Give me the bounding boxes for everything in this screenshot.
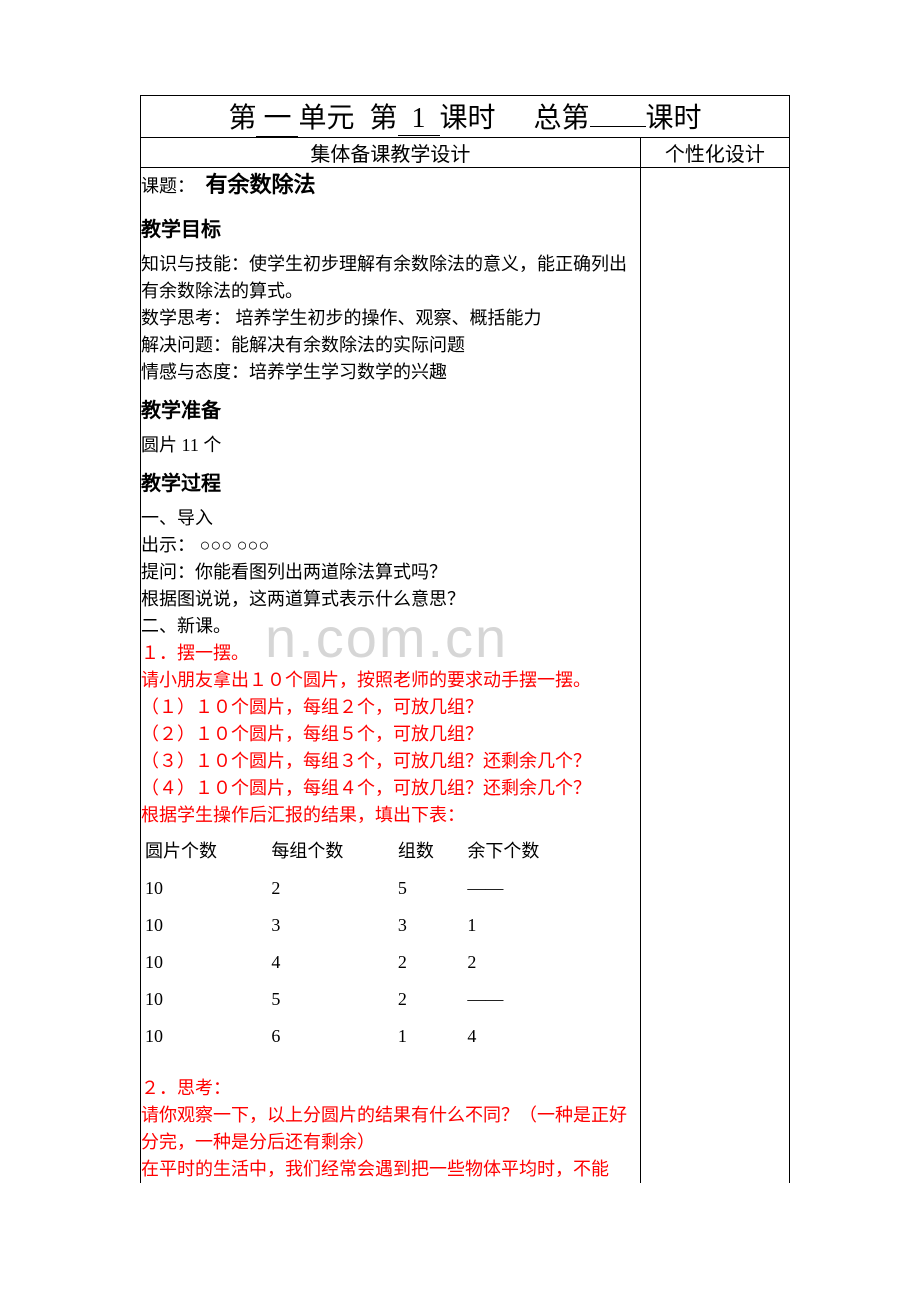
results-table: 圆片个数 每组个数 组数 余下个数 10 2 5 —— 10 3 3 1 — [141, 833, 590, 1055]
cell: 4 — [463, 1018, 589, 1055]
cell: 6 — [267, 1018, 393, 1055]
prep-title: 教学准备 — [141, 396, 640, 426]
cell: 2 — [463, 944, 589, 981]
th3: 组数 — [394, 833, 464, 870]
table-row: 10 2 5 —— — [141, 870, 590, 907]
cell: 10 — [141, 870, 267, 907]
goals-title: 教学目标 — [141, 215, 640, 245]
r6: （４）１０个圆片，每组４个，可放几组？还剩余几个？ — [141, 775, 640, 802]
header-left: 集体备课教学设计 — [141, 138, 641, 168]
lesson-plan-table: 第一单元 第1课时 总第课时 集体备课教学设计 个性化设计 课题： 有余数除法 … — [140, 95, 790, 1183]
sec2: 二、新课。 — [141, 613, 640, 640]
header-right: 个性化设计 — [640, 138, 789, 168]
main-content: 课题： 有余数除法 教学目标 知识与技能：使学生初步理解有余数除法的意义，能正确… — [141, 168, 641, 1184]
r5: （３）１０个圆片，每组３个，可放几组？还剩余几个？ — [141, 748, 640, 775]
cell: 2 — [394, 944, 464, 981]
cell: 1 — [394, 1018, 464, 1055]
cell: 5 — [267, 981, 393, 1018]
r2: 请小朋友拿出１０个圆片，按照老师的要求动手摆一摆。 — [141, 667, 640, 694]
cell: 2 — [267, 870, 393, 907]
th2: 每组个数 — [267, 833, 393, 870]
cell: —— — [463, 981, 589, 1018]
table-row: 10 4 2 2 — [141, 944, 590, 981]
r4: （２）１０个圆片，每组５个，可放几组？ — [141, 721, 640, 748]
r1: １．摆一摆。 — [141, 640, 640, 667]
cell: 3 — [394, 907, 464, 944]
intro3: 提问：你能看图列出两道除法算式吗？ — [141, 559, 640, 586]
t-p4: 课时 — [440, 103, 496, 134]
cell: 10 — [141, 944, 267, 981]
cell: —— — [463, 870, 589, 907]
personal-design-cell — [640, 168, 789, 1184]
intro4: 根据图说说，这两道算式表示什么意思？ — [141, 586, 640, 613]
process-title: 教学过程 — [141, 469, 640, 499]
intro2: 出示： ○○○ ○○○ — [141, 532, 640, 559]
t-p6: 课时 — [646, 103, 702, 134]
r3: （１）１０个圆片，每组２个，可放几组？ — [141, 694, 640, 721]
goals-l1: 知识与技能：使学生初步理解有余数除法的意义，能正确列出有余数除法的算式。 — [141, 251, 640, 305]
table-row: 10 5 2 —— — [141, 981, 590, 1018]
t-p1: 第 — [228, 103, 256, 134]
t-p2: 单元 — [298, 103, 354, 134]
table-header-row: 圆片个数 每组个数 组数 余下个数 — [141, 833, 590, 870]
goals-l3: 解决问题：能解决有余数除法的实际问题 — [141, 332, 640, 359]
t-p3: 第 — [369, 103, 397, 134]
topic-value: 有余数除法 — [206, 172, 316, 197]
cell: 4 — [267, 944, 393, 981]
think3: 在平时的生活中，我们经常会遇到把一些物体平均时，不能 — [141, 1156, 640, 1183]
t-p5: 总第 — [534, 103, 590, 134]
table-row: 10 6 1 4 — [141, 1018, 590, 1055]
cell: 5 — [394, 870, 464, 907]
goals-l2: 数学思考： 培养学生初步的操作、观察、概括能力 — [141, 305, 640, 332]
cell: 1 — [463, 907, 589, 944]
cell: 3 — [267, 907, 393, 944]
cell: 2 — [394, 981, 464, 1018]
intro1: 一、导入 — [141, 505, 640, 532]
goals-l4: 情感与态度：培养学生学习数学的兴趣 — [141, 359, 640, 386]
prep-l1: 圆片 11 个 — [141, 432, 640, 459]
topic-label: 课题： — [141, 176, 195, 196]
th1: 圆片个数 — [141, 833, 267, 870]
unit-blank: 一 — [256, 96, 298, 137]
table-row: 10 3 3 1 — [141, 907, 590, 944]
think1: ２．思考： — [141, 1075, 640, 1102]
cell: 10 — [141, 907, 267, 944]
title-row: 第一单元 第1课时 总第课时 — [141, 96, 790, 138]
cell: 10 — [141, 981, 267, 1018]
lesson-blank: 1 — [398, 103, 440, 136]
cell: 10 — [141, 1018, 267, 1055]
th4: 余下个数 — [463, 833, 589, 870]
total-blank — [590, 126, 646, 127]
r7: 根据学生操作后汇报的结果，填出下表： — [141, 802, 640, 829]
think2: 请你观察一下，以上分圆片的结果有什么不同？（一种是正好分完，一种是分后还有剩余） — [141, 1102, 640, 1156]
